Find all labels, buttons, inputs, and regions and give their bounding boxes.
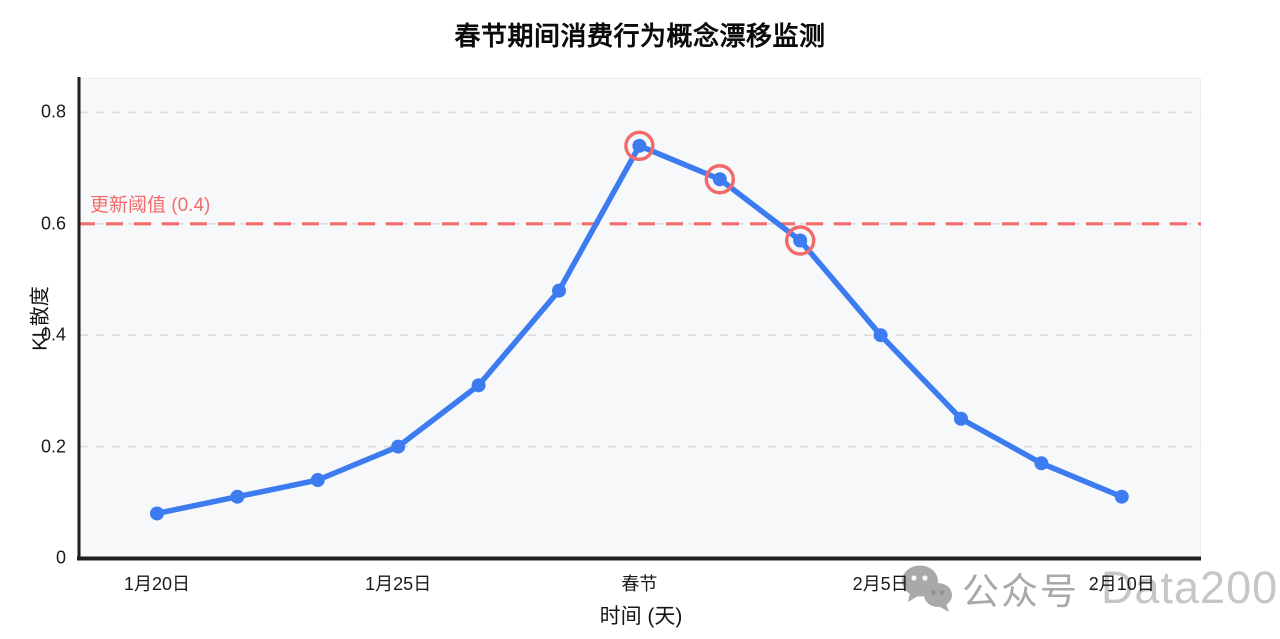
data-point <box>552 283 566 298</box>
y-tick-label: 0 <box>55 547 66 568</box>
data-point <box>310 473 325 488</box>
y-tick-label: 0.8 <box>40 101 66 122</box>
data-point <box>1114 489 1129 504</box>
data-point <box>1034 456 1049 471</box>
highlight-ring <box>704 164 735 195</box>
watermark: 公众号 · Data200 <box>898 556 1278 620</box>
watermark-label: 公众号 <box>962 571 1079 612</box>
y-tick-label: 0.2 <box>40 436 66 457</box>
highlight-ring <box>785 225 816 256</box>
y-tick-label: 0.6 <box>40 213 66 234</box>
x-tick-label: 春节 <box>621 574 658 594</box>
data-point <box>712 172 727 187</box>
data-point <box>391 439 406 454</box>
x-axis-title: 时间 (天) <box>599 605 683 628</box>
data-point <box>471 378 486 393</box>
trend-line <box>154 143 1125 517</box>
highlight-ring <box>624 130 655 162</box>
data-point <box>150 506 164 521</box>
y-tick-label: 0.4 <box>40 324 66 345</box>
x-tick-label: 1月25日 <box>365 574 432 594</box>
data-point <box>873 328 888 343</box>
x-tick-label: 1月20日 <box>123 574 191 594</box>
watermark-brand: Data200 <box>1101 562 1279 613</box>
wechat-icon <box>902 565 952 612</box>
data-point <box>793 233 808 248</box>
x-tick-label: 2月10日 <box>1088 574 1155 594</box>
data-point <box>230 489 245 504</box>
data-point <box>632 138 647 153</box>
chart-title: 春节期间消费行为概念漂移监测 <box>454 21 826 51</box>
threshold-label: 更新阈值 (0.4) <box>90 195 211 216</box>
x-tick-label: 2月5日 <box>852 574 909 594</box>
watermark-separator: · <box>1089 571 1099 604</box>
data-point <box>954 411 968 426</box>
